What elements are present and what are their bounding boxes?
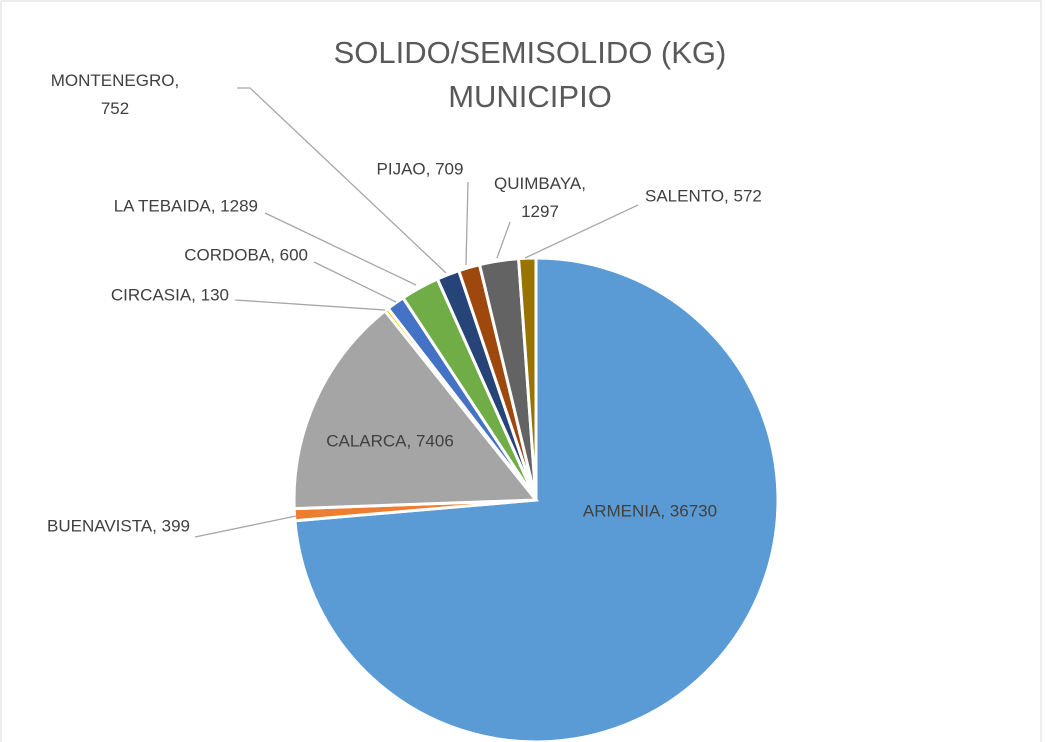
- label-line: 752: [101, 99, 129, 118]
- data-label: PIJAO, 709: [377, 159, 464, 178]
- leader-line: [313, 261, 397, 303]
- data-label: QUIMBAYA, 1297: [494, 174, 586, 221]
- data-label: CORDOBA, 600: [184, 245, 308, 264]
- pie-slice: [292, 308, 540, 511]
- chart-title: SOLIDO/SEMISOLIDO (KG) MUNICIPIO: [334, 35, 727, 114]
- data-label: CALARCA, 7406: [326, 431, 454, 450]
- data-label: LA TEBAIDA, 1289: [114, 196, 258, 215]
- data-label: CIRCASIA, 130: [111, 285, 229, 304]
- leader-line: [465, 181, 469, 266]
- leader-line: [237, 87, 447, 274]
- pie-slice: [516, 256, 538, 501]
- title-line: MUNICIPIO: [448, 79, 612, 114]
- data-label: ARMENIA, 36730: [583, 501, 717, 520]
- title-line: SOLIDO/SEMISOLIDO (KG): [334, 35, 727, 70]
- data-label: SALENTO, 572: [645, 186, 762, 205]
- leader-line: [264, 212, 417, 286]
- label-line: MONTENEGRO,: [51, 71, 179, 90]
- label-line: 1297: [521, 202, 559, 221]
- data-label: MONTENEGRO, 752: [51, 71, 179, 118]
- label-line: QUIMBAYA,: [494, 174, 586, 193]
- leader-line: [524, 204, 639, 259]
- leader-line: [194, 515, 297, 538]
- data-label: BUENAVISTA, 399: [47, 516, 190, 535]
- leader-line: [234, 299, 386, 311]
- leader-line: [496, 221, 511, 259]
